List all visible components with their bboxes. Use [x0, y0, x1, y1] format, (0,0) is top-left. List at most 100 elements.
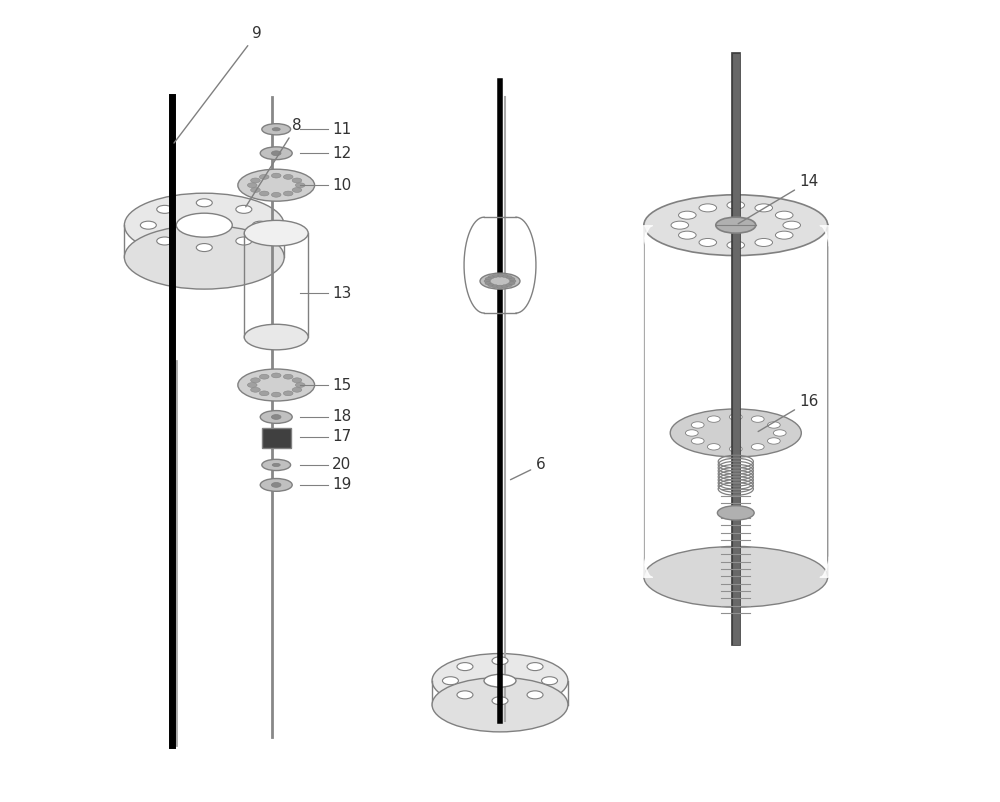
Ellipse shape	[492, 274, 498, 277]
Ellipse shape	[457, 691, 473, 699]
Ellipse shape	[196, 244, 212, 252]
Text: 13: 13	[332, 286, 352, 301]
Ellipse shape	[176, 213, 232, 237]
Ellipse shape	[251, 178, 260, 183]
Ellipse shape	[283, 391, 293, 395]
Ellipse shape	[509, 282, 515, 285]
Ellipse shape	[485, 277, 491, 281]
Text: 6: 6	[510, 457, 546, 480]
Ellipse shape	[502, 274, 508, 277]
Ellipse shape	[506, 276, 512, 279]
Text: 10: 10	[332, 178, 351, 192]
Ellipse shape	[196, 199, 212, 207]
Ellipse shape	[124, 193, 284, 257]
Ellipse shape	[679, 211, 696, 219]
Ellipse shape	[492, 697, 508, 705]
Ellipse shape	[259, 375, 269, 379]
Ellipse shape	[767, 438, 780, 444]
Ellipse shape	[244, 221, 308, 246]
Ellipse shape	[485, 282, 491, 285]
Ellipse shape	[775, 231, 793, 239]
Ellipse shape	[497, 286, 503, 288]
Ellipse shape	[670, 409, 801, 457]
Ellipse shape	[542, 677, 558, 685]
Ellipse shape	[271, 151, 281, 156]
Ellipse shape	[262, 124, 291, 135]
Ellipse shape	[140, 221, 156, 229]
Ellipse shape	[755, 204, 773, 212]
Ellipse shape	[480, 273, 520, 289]
Ellipse shape	[492, 285, 498, 288]
Ellipse shape	[124, 225, 284, 289]
Ellipse shape	[271, 415, 281, 419]
Ellipse shape	[510, 280, 516, 283]
Ellipse shape	[259, 191, 269, 196]
Ellipse shape	[442, 677, 458, 685]
Ellipse shape	[716, 217, 756, 233]
Ellipse shape	[432, 654, 568, 708]
Ellipse shape	[527, 662, 543, 670]
Text: 18: 18	[332, 410, 351, 424]
Ellipse shape	[295, 183, 305, 188]
Ellipse shape	[292, 387, 302, 392]
Ellipse shape	[457, 662, 473, 670]
Ellipse shape	[727, 201, 745, 209]
Ellipse shape	[484, 280, 490, 283]
Ellipse shape	[717, 506, 754, 520]
Ellipse shape	[691, 438, 704, 444]
Ellipse shape	[292, 188, 302, 192]
Ellipse shape	[271, 192, 281, 197]
Ellipse shape	[247, 383, 257, 387]
Ellipse shape	[767, 422, 780, 428]
Ellipse shape	[271, 392, 281, 397]
Ellipse shape	[259, 391, 269, 395]
Ellipse shape	[783, 221, 801, 229]
Ellipse shape	[506, 283, 512, 286]
Ellipse shape	[488, 283, 494, 286]
Ellipse shape	[775, 211, 793, 219]
Ellipse shape	[238, 169, 315, 201]
Ellipse shape	[751, 416, 764, 423]
Text: 17: 17	[332, 429, 351, 444]
Ellipse shape	[292, 178, 302, 183]
Text: 14: 14	[738, 174, 819, 224]
Ellipse shape	[699, 238, 717, 246]
Ellipse shape	[252, 221, 268, 229]
Ellipse shape	[484, 674, 516, 687]
Ellipse shape	[260, 411, 292, 423]
Ellipse shape	[292, 378, 302, 383]
Ellipse shape	[157, 237, 173, 245]
Ellipse shape	[502, 285, 508, 288]
Ellipse shape	[236, 205, 252, 213]
Ellipse shape	[260, 147, 292, 160]
Ellipse shape	[251, 188, 260, 192]
Ellipse shape	[729, 414, 742, 420]
Text: 11: 11	[332, 122, 351, 137]
Ellipse shape	[283, 375, 293, 379]
Ellipse shape	[157, 205, 173, 213]
Ellipse shape	[644, 546, 828, 607]
Ellipse shape	[707, 416, 720, 423]
Ellipse shape	[671, 221, 689, 229]
Text: 20: 20	[332, 457, 351, 472]
Ellipse shape	[729, 446, 742, 452]
Ellipse shape	[251, 387, 260, 392]
Ellipse shape	[251, 378, 260, 383]
Ellipse shape	[679, 231, 696, 239]
Ellipse shape	[644, 195, 828, 256]
Ellipse shape	[432, 678, 568, 732]
Ellipse shape	[271, 173, 281, 178]
Ellipse shape	[755, 238, 773, 246]
Ellipse shape	[492, 657, 508, 665]
Ellipse shape	[283, 191, 293, 196]
Text: 12: 12	[332, 146, 351, 160]
Text: 16: 16	[758, 394, 819, 431]
Bar	[262, 428, 291, 448]
Ellipse shape	[260, 479, 292, 492]
Ellipse shape	[259, 175, 269, 180]
Ellipse shape	[691, 422, 704, 428]
Ellipse shape	[236, 237, 252, 245]
Ellipse shape	[685, 430, 698, 436]
Ellipse shape	[262, 460, 291, 471]
Ellipse shape	[272, 128, 280, 131]
